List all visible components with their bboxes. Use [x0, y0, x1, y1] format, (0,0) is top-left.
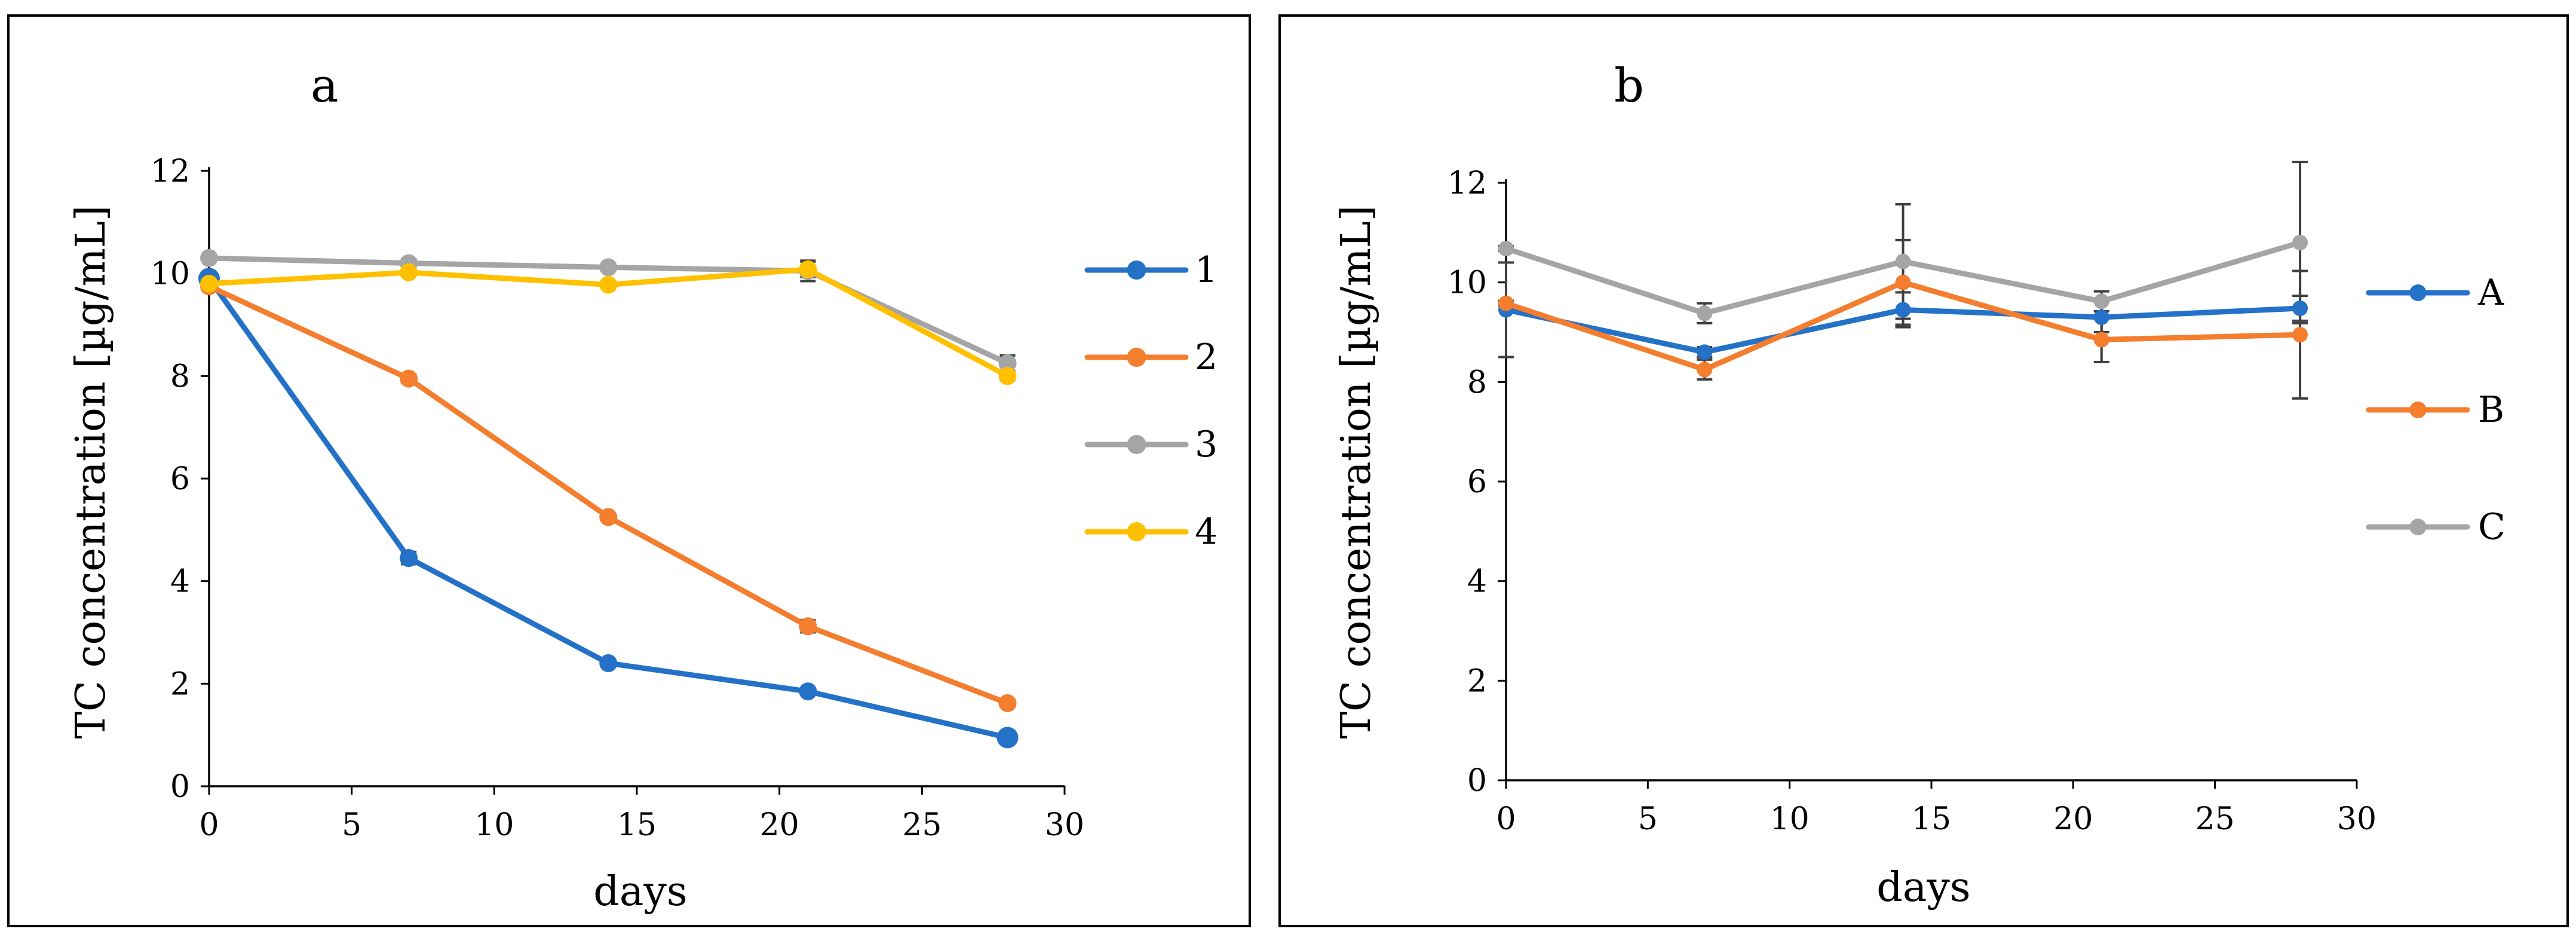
chart-a-legend-label: 2 — [1195, 336, 1218, 378]
chart-b-series — [1498, 235, 2308, 378]
chart-b-y-tick-label: 6 — [1467, 464, 1487, 500]
chart-b-x-tick-label: 15 — [1912, 801, 1951, 837]
chart-b-panel-label: b — [1614, 59, 1644, 113]
chart-a-x-tick-label: 30 — [1045, 807, 1084, 843]
chart-a-x-tick-label: 10 — [474, 807, 514, 843]
chart-b-x-tick-label: 20 — [2053, 801, 2093, 837]
chart-b-y-tick-label: 0 — [1467, 763, 1487, 799]
chart-a-legend-label: 1 — [1195, 249, 1218, 291]
chart-b-legend-swatch-marker — [2409, 401, 2427, 418]
chart-a-series-1-point — [400, 549, 418, 568]
chart-a-y-tick-label: 8 — [170, 358, 190, 394]
chart-b-x-tick-label: 25 — [2195, 801, 2235, 837]
chart-b-series-C-point — [1697, 305, 1713, 321]
chart-a-legend-entry-1: 1 — [1084, 249, 1218, 291]
chart-a-legend-label: 4 — [1195, 511, 1218, 553]
chart-b-y-tick-label: 4 — [1467, 564, 1487, 600]
chart-b-x-tick-label: 30 — [2337, 801, 2376, 837]
chart-a-panel-label: a — [311, 59, 339, 113]
chart-a-y-axis-title: TC concentration [µg/mL] — [68, 205, 115, 738]
chart-a-legend-swatch-marker — [1127, 522, 1146, 541]
chart-b-legend-label: A — [2477, 272, 2504, 314]
chart-a-y-tick-label: 4 — [170, 564, 190, 600]
chart-a-series-4-point — [799, 260, 817, 278]
chart-a-y-tick-label: 12 — [151, 154, 190, 189]
chart-b-legend: A B C — [2366, 272, 2506, 548]
chart-b-x-axis-title: days — [1876, 864, 1970, 911]
chart-a-series-3-point — [200, 249, 218, 267]
chart-b-x-tick-label: 10 — [1770, 801, 1810, 837]
chart-b-legend-entry-A: A — [2366, 272, 2504, 314]
chart-a-series-3-point — [998, 354, 1017, 372]
chart-b-series-B-point — [2093, 332, 2109, 348]
chart-b-y-tick-label: 10 — [1448, 265, 1487, 301]
chart-a-series-1-point — [996, 727, 1019, 749]
chart-b-legend-swatch-marker — [2409, 284, 2427, 301]
chart-b-series-C-point — [2093, 293, 2109, 309]
chart-panel-b-frame — [1278, 14, 2569, 927]
chart-panel-b: b 0 2 4 6 8 10 12 0 5 10 15 20 25 30 A B C days TC conc… — [1278, 14, 2569, 927]
chart-b-y-tick-label: 8 — [1467, 364, 1487, 400]
chart-a-y-tick-label: 10 — [151, 256, 190, 292]
chart-b-y-tick-label: 2 — [1467, 663, 1487, 699]
chart-b-legend-entry-C: C — [2366, 506, 2506, 548]
chart-b-legend-swatch-marker — [2409, 519, 2427, 535]
chart-a-series-1-point — [799, 682, 817, 701]
chart-a-series-2-point — [400, 369, 418, 388]
chart-a-series-2-point — [599, 508, 618, 526]
chart-a-series-4-point — [400, 263, 418, 281]
chart-b-axes: 0 2 4 6 8 10 12 0 5 10 15 20 25 30 — [1448, 165, 2376, 837]
chart-b-legend-label: B — [2478, 389, 2504, 431]
chart-a-series-2-point — [799, 617, 817, 636]
chart-a-series-1-point — [599, 654, 618, 672]
chart-b-series-B-point — [1697, 361, 1713, 378]
chart-a-series-4-point — [200, 274, 218, 293]
chart-a-series — [198, 249, 1019, 749]
chart-b-y-tick-label: 12 — [1448, 165, 1487, 201]
chart-b-x-tick-label: 5 — [1638, 801, 1658, 837]
chart-b-series-B-point — [2292, 327, 2308, 343]
chart-a-legend-swatch-marker — [1127, 435, 1146, 454]
chart-panel-a-frame — [7, 14, 1251, 927]
chart-b-series-B-point — [1498, 295, 1514, 311]
chart-b-series-A-point — [2292, 301, 2308, 316]
chart-a-axes: 0 2 4 6 8 10 12 0 5 10 15 20 25 30 — [151, 154, 1084, 843]
chart-b-y-axis-title: TC concentration [µg/mL] — [1333, 205, 1380, 738]
chart-b-series-A-point — [1697, 344, 1713, 360]
chart-a-legend: 1 2 3 4 — [1084, 249, 1218, 553]
chart-b-x-tick-label: 0 — [1496, 801, 1516, 837]
chart-a-series-3-point — [599, 258, 618, 277]
chart-b-series-A-point — [1895, 302, 1911, 318]
chart-b-series-B-point — [1895, 274, 1911, 290]
chart-a-x-tick-label: 0 — [199, 807, 219, 843]
chart-a-x-tick-label: 20 — [760, 807, 799, 843]
chart-a-y-tick-label: 6 — [170, 461, 190, 497]
chart-a-x-tick-label: 25 — [902, 807, 942, 843]
chart-b-series-C-point — [1498, 241, 1514, 256]
chart-a-y-tick-label: 2 — [170, 666, 190, 702]
chart-a-legend-swatch-marker — [1127, 260, 1146, 280]
chart-a-series-4-point — [599, 275, 618, 294]
chart-a-x-tick-label: 5 — [342, 807, 361, 843]
chart-a-legend-entry-3: 3 — [1084, 424, 1218, 465]
chart-a-series-4-point — [998, 367, 1017, 385]
chart-b-series-C-point — [1895, 253, 1911, 269]
chart-b-series-A-point — [2093, 309, 2109, 325]
chart-a-legend-swatch-marker — [1127, 348, 1146, 367]
chart-a-series-2-point — [998, 694, 1017, 712]
chart-a-legend-entry-2: 2 — [1084, 336, 1218, 378]
chart-a-x-tick-label: 15 — [617, 807, 657, 843]
chart-b-series-C-point — [2292, 235, 2308, 250]
chart-a-legend-entry-4: 4 — [1084, 511, 1218, 553]
chart-b-legend-label: C — [2478, 506, 2506, 548]
chart-a-y-tick-label: 0 — [170, 769, 190, 805]
chart-b-legend-entry-B: B — [2366, 389, 2504, 431]
chart-a-x-axis-title: days — [593, 868, 687, 915]
chart-a-legend-label: 3 — [1195, 424, 1218, 465]
